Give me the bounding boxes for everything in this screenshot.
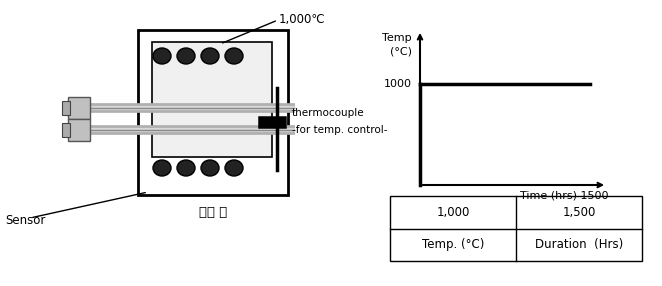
Text: -for temp. control-: -for temp. control- — [292, 125, 387, 135]
Text: 1000: 1000 — [384, 79, 412, 89]
Bar — [62, 101, 70, 115]
Text: 1,500: 1,500 — [562, 206, 596, 219]
Text: Time (hrs) 1500: Time (hrs) 1500 — [520, 190, 609, 200]
Text: thermocouple: thermocouple — [292, 108, 365, 118]
Text: Sensor: Sensor — [5, 214, 46, 227]
Bar — [68, 97, 90, 119]
Ellipse shape — [153, 48, 171, 64]
Text: Temp: Temp — [383, 33, 412, 43]
Text: Temp. (°C): Temp. (°C) — [422, 238, 484, 251]
Bar — [390, 196, 642, 261]
Text: (°C): (°C) — [390, 47, 412, 57]
Text: 1,000℃: 1,000℃ — [279, 13, 326, 27]
Text: Duration  (Hrs): Duration (Hrs) — [535, 238, 623, 251]
Text: 1,000: 1,000 — [436, 206, 469, 219]
Ellipse shape — [201, 48, 219, 64]
Ellipse shape — [225, 160, 243, 176]
Bar — [152, 42, 272, 157]
Ellipse shape — [177, 160, 195, 176]
Bar — [62, 123, 70, 137]
Ellipse shape — [201, 160, 219, 176]
Bar — [138, 30, 288, 195]
Ellipse shape — [177, 48, 195, 64]
Text: 전기 로: 전기 로 — [199, 206, 227, 219]
Bar — [68, 119, 90, 141]
Ellipse shape — [225, 48, 243, 64]
Ellipse shape — [153, 160, 171, 176]
